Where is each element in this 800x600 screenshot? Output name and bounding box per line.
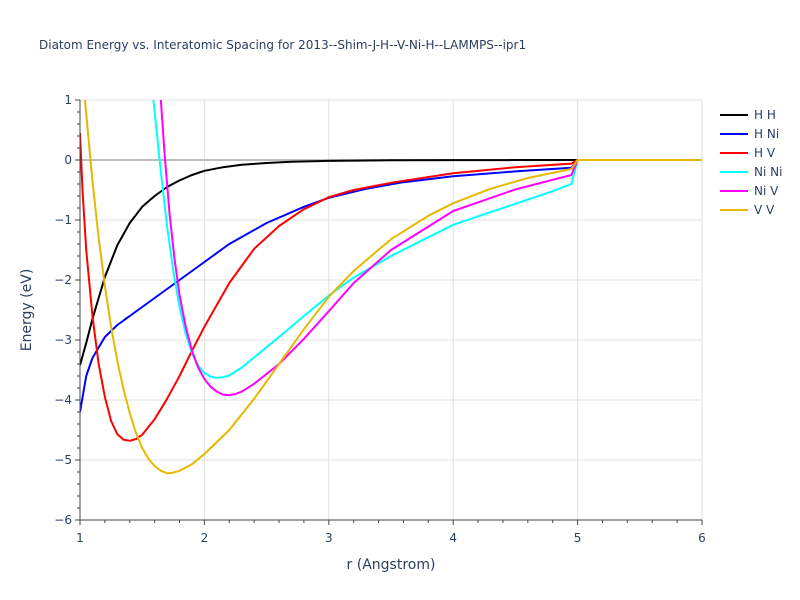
legend-label: H Ni [754, 127, 779, 141]
y-tick-label: −6 [54, 513, 72, 527]
y-tick-label: −2 [54, 273, 72, 287]
legend-label: V V [754, 203, 775, 217]
y-axis-label: Energy (eV) [19, 269, 35, 352]
x-tick-label: 6 [698, 531, 706, 545]
x-tick-label: 3 [325, 531, 333, 545]
x-tick-label: 5 [574, 531, 582, 545]
legend-label: Ni V [754, 184, 779, 198]
y-tick-label: 0 [64, 153, 72, 167]
legend-item-ni-v[interactable]: Ni V [720, 184, 779, 198]
legend-label: H H [754, 108, 776, 122]
legend[interactable]: H H H Ni H V Ni Ni Ni V V V [720, 108, 782, 217]
series-line-v-v [83, 100, 702, 475]
axes [75, 99, 703, 525]
legend-item-h-v[interactable]: H V [720, 146, 776, 160]
series-line-h-ni [80, 159, 702, 413]
chart-title: Diatom Energy vs. Interatomic Spacing fo… [39, 38, 526, 52]
series-line-h-v [80, 132, 702, 442]
y-tick-label: 1 [64, 93, 72, 107]
series-line-ni-ni [152, 100, 702, 379]
x-tick-label: 2 [201, 531, 209, 545]
y-tick-label: −3 [54, 333, 72, 347]
legend-item-v-v[interactable]: V V [720, 203, 775, 217]
y-tick-labels: 1 0 −1 −2 −3 −4 −5 −6 [54, 93, 72, 527]
series-line-ni-v [159, 100, 702, 397]
legend-item-h-ni[interactable]: H Ni [720, 127, 779, 141]
x-tick-label: 1 [76, 531, 84, 545]
series-line-h-h [80, 159, 702, 366]
y-tick-label: −5 [54, 453, 72, 467]
legend-item-h-h[interactable]: H H [720, 108, 776, 122]
x-tick-labels: 1 2 3 4 5 6 [76, 531, 706, 545]
y-tick-label: −1 [54, 213, 72, 227]
legend-label: H V [754, 146, 776, 160]
legend-item-ni-ni[interactable]: Ni Ni [720, 165, 782, 179]
legend-label: Ni Ni [754, 165, 782, 179]
x-axis-label: r (Angstrom) [347, 557, 436, 573]
plot-series [80, 100, 702, 475]
x-tick-label: 4 [449, 531, 457, 545]
y-tick-label: −4 [54, 393, 72, 407]
